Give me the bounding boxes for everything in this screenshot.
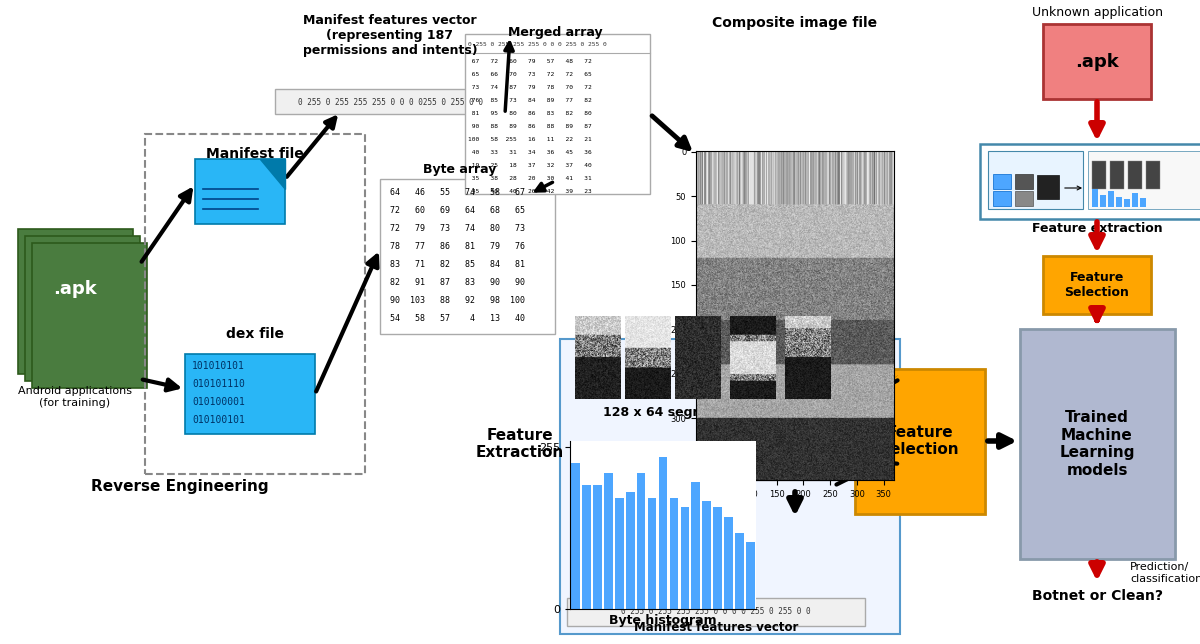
FancyBboxPatch shape: [994, 191, 1010, 206]
Text: Feature
Extraction: Feature Extraction: [476, 428, 564, 460]
Text: 72   60   69   64   68   65: 72 60 69 64 68 65: [385, 205, 526, 214]
Bar: [604, 473, 613, 609]
FancyBboxPatch shape: [568, 598, 865, 626]
FancyBboxPatch shape: [32, 243, 148, 388]
FancyBboxPatch shape: [1100, 195, 1106, 207]
Bar: [593, 486, 601, 609]
Text: .apk: .apk: [53, 280, 97, 298]
Text: .apk: .apk: [1075, 53, 1118, 71]
FancyBboxPatch shape: [994, 174, 1010, 189]
Text: 90  103   88   92   98  100: 90 103 88 92 98 100: [385, 296, 526, 305]
FancyBboxPatch shape: [1043, 256, 1151, 314]
X-axis label: Byte histogram: Byte histogram: [610, 614, 716, 627]
Bar: [637, 473, 646, 609]
FancyBboxPatch shape: [1092, 189, 1098, 207]
Text: Trained
Machine
Learning
models: Trained Machine Learning models: [1060, 410, 1135, 478]
Text: 73   74   87   79   78   70   72: 73 74 87 79 78 70 72: [468, 84, 592, 90]
FancyBboxPatch shape: [1088, 151, 1200, 209]
Text: 54   58   57    4   13   40: 54 58 57 4 13 40: [385, 314, 526, 323]
FancyBboxPatch shape: [1043, 24, 1151, 99]
FancyBboxPatch shape: [380, 179, 554, 334]
FancyBboxPatch shape: [1140, 198, 1146, 207]
Text: 64   46   55   74   58   67: 64 46 55 74 58 67: [385, 187, 526, 196]
Bar: [670, 498, 678, 609]
FancyBboxPatch shape: [1110, 161, 1124, 189]
Text: 100   58  255   16   11   22   21: 100 58 255 16 11 22 21: [468, 137, 592, 142]
FancyBboxPatch shape: [18, 229, 133, 374]
Text: 010100101: 010100101: [192, 415, 245, 425]
FancyBboxPatch shape: [185, 354, 314, 434]
FancyBboxPatch shape: [194, 159, 286, 224]
FancyBboxPatch shape: [980, 144, 1200, 219]
FancyBboxPatch shape: [1124, 199, 1130, 207]
Bar: [713, 507, 722, 609]
Text: 19   25   18   37   32   37   40: 19 25 18 37 32 37 40: [468, 162, 592, 167]
Text: 72   79   73   74   80   73: 72 79 73 74 80 73: [385, 223, 526, 232]
Text: 0 255 0 255 255 255 0 0 0 255 0 255 0: 0 255 0 255 255 255 0 0 0 255 0 255 0: [468, 41, 607, 46]
FancyBboxPatch shape: [1037, 175, 1060, 199]
Bar: [571, 463, 580, 609]
Text: Byte array: Byte array: [424, 163, 497, 176]
Text: 83   71   82   85   84   81: 83 71 82 85 84 81: [385, 260, 526, 269]
Text: 0 255 0 255 255 255 0 0 0 0 255 0 255 0 0: 0 255 0 255 255 255 0 0 0 0 255 0 255 0 …: [622, 607, 811, 616]
Text: 81   95   80   86   83   82   80: 81 95 80 86 83 82 80: [468, 111, 592, 115]
Bar: [680, 507, 689, 609]
FancyBboxPatch shape: [1092, 161, 1106, 189]
Text: 78   77   86   81   79   76: 78 77 86 81 79 76: [385, 242, 526, 251]
Text: Android applications
(for training): Android applications (for training): [18, 386, 132, 408]
Text: 0 255 0 255 255 255 0 0 0 0255 0 255 0 0: 0 255 0 255 255 255 0 0 0 0255 0 255 0 0: [298, 97, 482, 106]
Text: 40   33   31   34   36   45   36: 40 33 31 34 36 45 36: [468, 149, 592, 155]
Text: Prediction/
classification: Prediction/ classification: [1130, 562, 1200, 583]
Bar: [691, 482, 701, 609]
Text: Feature extraction: Feature extraction: [1032, 222, 1163, 235]
FancyBboxPatch shape: [1020, 329, 1175, 559]
Text: dex file: dex file: [226, 327, 284, 341]
Text: 101010101: 101010101: [192, 361, 245, 371]
Text: Reverse Engineering: Reverse Engineering: [91, 478, 269, 493]
FancyBboxPatch shape: [988, 151, 1084, 209]
FancyBboxPatch shape: [1132, 193, 1138, 207]
Text: 76   85   73   84   89   77   82: 76 85 73 84 89 77 82: [468, 97, 592, 102]
Bar: [659, 457, 667, 609]
Text: Manifest features vector: Manifest features vector: [634, 621, 798, 634]
Bar: [626, 491, 635, 609]
FancyBboxPatch shape: [1116, 197, 1122, 207]
FancyBboxPatch shape: [1015, 174, 1033, 189]
Text: Unknown application: Unknown application: [1032, 6, 1163, 19]
FancyBboxPatch shape: [854, 369, 985, 514]
Text: Feature
Selection: Feature Selection: [1064, 271, 1129, 299]
Text: 65   66   70   73   72   72   65: 65 66 70 73 72 72 65: [468, 71, 592, 77]
FancyBboxPatch shape: [1015, 191, 1033, 206]
Text: 128 x 64 segments for HOG: 128 x 64 segments for HOG: [604, 406, 797, 419]
FancyBboxPatch shape: [275, 89, 505, 114]
Bar: [746, 542, 755, 609]
Text: 010100001: 010100001: [192, 397, 245, 407]
Text: 010101110: 010101110: [192, 379, 245, 389]
Bar: [648, 498, 656, 609]
Text: Botnet or Clean?: Botnet or Clean?: [1032, 589, 1163, 603]
Text: Composite image file: Composite image file: [713, 16, 877, 30]
Text: 90   88   89   86   88   89   87: 90 88 89 86 88 89 87: [468, 124, 592, 129]
Text: Manifest file: Manifest file: [206, 147, 304, 161]
Text: 67   72   60   79   57   48   72: 67 72 60 79 57 48 72: [468, 59, 592, 64]
FancyBboxPatch shape: [1108, 191, 1114, 207]
Bar: [614, 498, 624, 609]
Bar: [725, 517, 733, 609]
Bar: [582, 486, 590, 609]
Bar: [736, 533, 744, 609]
Text: 82   91   87   83   90   90: 82 91 87 83 90 90: [385, 278, 526, 287]
FancyBboxPatch shape: [560, 339, 900, 634]
FancyBboxPatch shape: [25, 236, 140, 381]
Polygon shape: [260, 159, 286, 189]
Text: Merged array: Merged array: [508, 26, 602, 39]
FancyBboxPatch shape: [466, 34, 650, 194]
FancyBboxPatch shape: [1128, 161, 1142, 189]
Text: 45   40   40   26   42   39   23: 45 40 40 26 42 39 23: [468, 189, 592, 193]
Text: Manifest features vector
(representing 187
permissions and intents): Manifest features vector (representing 1…: [302, 14, 478, 57]
FancyBboxPatch shape: [1146, 161, 1160, 189]
Text: 35   38   28   20   30   41   31: 35 38 28 20 30 41 31: [468, 176, 592, 180]
Text: Feature
Selection: Feature Selection: [880, 425, 960, 457]
Bar: [702, 501, 712, 609]
